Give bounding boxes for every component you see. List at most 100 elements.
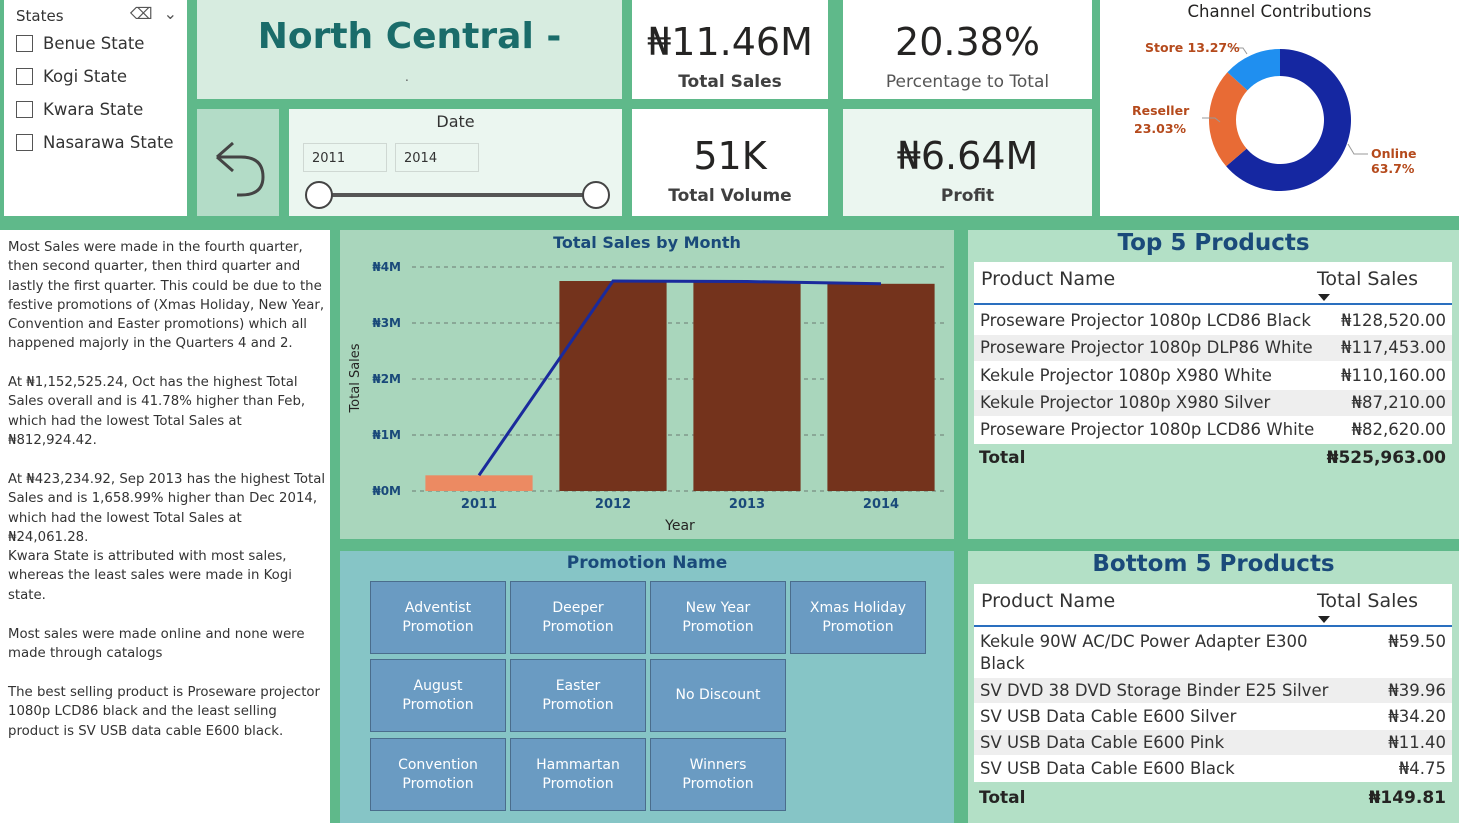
state-option-benue[interactable]: Benue State: [16, 34, 144, 53]
product-name: Kekule Projector 1080p X980 Silver: [980, 393, 1271, 412]
date-range-end-handle[interactable]: [582, 181, 610, 209]
bottom-products-table: Bottom 5 Products Product Name Total Sal…: [968, 551, 1459, 823]
product-name: SV USB Data Cable E600 Pink: [980, 733, 1225, 752]
table-row[interactable]: Kekule Projector 1080p X980 Silver ₦87,21…: [974, 390, 1452, 417]
kpi-label: Total Volume: [668, 186, 792, 206]
product-name: Proseware Projector 1080p DLP86 White: [980, 338, 1313, 357]
promo-button-xmas-holiday[interactable]: Xmas Holiday Promotion: [790, 581, 926, 654]
table-row[interactable]: Proseware Projector 1080p LCD86 Black ₦12…: [974, 308, 1452, 335]
donut-slice-store[interactable]: [1227, 49, 1280, 91]
table-row[interactable]: Kekule 90W AC/DC Power Adapter E300 Black…: [974, 630, 1452, 678]
column-header-total-sales[interactable]: Total Sales: [1317, 268, 1418, 290]
donut-slice-reseller[interactable]: [1209, 72, 1248, 167]
column-header-product-name[interactable]: Product Name: [981, 268, 1116, 290]
table-row[interactable]: SV DVD 38 DVD Storage Binder E25 Silver ₦…: [974, 678, 1452, 704]
kpi-value: 51K: [693, 134, 767, 178]
product-sales: ₦117,453.00: [1341, 338, 1446, 357]
table-row[interactable]: SV USB Data Cable E600 Pink ₦11.40: [974, 730, 1452, 756]
date-start-input[interactable]: 2011: [303, 143, 387, 172]
table-total-label: Total: [979, 448, 1026, 468]
table-row[interactable]: Kekule Projector 1080p X980 White ₦110,16…: [974, 362, 1452, 390]
online-slice-label: Online 63.7%: [1371, 146, 1417, 176]
checkbox[interactable]: [16, 68, 33, 85]
product-name: Proseware Projector 1080p LCD86 White: [980, 420, 1315, 439]
bar-2013[interactable]: [693, 281, 801, 491]
product-name: Kekule 90W AC/DC Power Adapter E300: [980, 632, 1308, 651]
bar-2012[interactable]: [559, 281, 667, 491]
table-total-label: Total: [979, 788, 1026, 808]
kpi-percentage-to-total: 20.38% Percentage to Total: [843, 0, 1092, 99]
store-slice-label: Store 13.27%: [1145, 40, 1240, 55]
reseller-slice-value: 23.03%: [1134, 121, 1187, 136]
y-tick-label: ₦0M: [372, 484, 401, 498]
checkbox[interactable]: [16, 134, 33, 151]
promo-button-winners[interactable]: Winners Promotion: [650, 738, 786, 811]
back-button[interactable]: [197, 109, 279, 216]
chevron-down-icon[interactable]: ⌄: [163, 4, 177, 23]
sales-trend-line[interactable]: [477, 279, 882, 477]
checkbox[interactable]: [16, 101, 33, 118]
sort-descending-icon[interactable]: [1318, 294, 1330, 301]
table-row[interactable]: Proseware Projector 1080p LCD86 White ₦82…: [974, 417, 1452, 444]
promo-button-no-discount[interactable]: No Discount: [650, 659, 786, 732]
leader-line-online: [1347, 143, 1368, 155]
date-range-track[interactable]: [319, 193, 596, 197]
x-axis-label: Year: [664, 518, 695, 534]
table-row[interactable]: Proseware Projector 1080p DLP86 White ₦11…: [974, 335, 1452, 362]
checkbox[interactable]: [16, 35, 33, 52]
total-sales-by-month-chart: Total Sales by Month Total Sales Year ₦0…: [340, 230, 954, 539]
promo-button-new-year[interactable]: New Year Promotion: [650, 581, 786, 654]
state-option-nasarawa[interactable]: Nasarawa State: [16, 133, 174, 152]
eraser-icon[interactable]: ⌫: [129, 4, 153, 23]
promo-button-convention[interactable]: Convention Promotion: [370, 738, 506, 811]
promo-button-hammartan[interactable]: Hammartan Promotion: [510, 738, 646, 811]
product-name: SV USB Data Cable E600 Black: [980, 759, 1235, 778]
sort-descending-icon[interactable]: [1318, 616, 1330, 623]
insight-paragraph: Most sales were made online and none wer…: [8, 627, 305, 662]
bar-2014[interactable]: [827, 283, 935, 491]
table-header: Product Name Total Sales: [974, 262, 1452, 305]
product-name: Proseware Projector 1080p LCD86 Black: [980, 311, 1311, 330]
promo-button-easter[interactable]: Easter Promotion: [510, 659, 646, 732]
promo-button-august[interactable]: August Promotion: [370, 659, 506, 732]
product-sales: ₦39.96: [1388, 681, 1446, 700]
date-range-start-handle[interactable]: [305, 181, 333, 209]
chart-title: Channel Contributions: [1187, 2, 1372, 21]
bar-2011[interactable]: [425, 475, 533, 491]
table-title: Bottom 5 Products: [1092, 551, 1335, 577]
leader-line-store: [1230, 47, 1248, 55]
column-header-product-name[interactable]: Product Name: [981, 590, 1116, 612]
insight-paragraph: At ₦423,234.92, Sep 2013 has the highest…: [8, 472, 326, 545]
kpi-total-volume: 51K Total Volume: [632, 109, 828, 216]
donut-slice-online[interactable]: [1226, 49, 1351, 191]
product-name: Kekule Projector 1080p X980 White: [980, 366, 1272, 385]
kpi-value: 20.38%: [895, 20, 1040, 64]
state-option-label: Nasarawa State: [43, 133, 174, 152]
column-header-total-sales[interactable]: Total Sales: [1317, 590, 1418, 612]
promo-button-adventist[interactable]: Adventist Promotion: [370, 581, 506, 654]
date-end-input[interactable]: 2014: [395, 143, 479, 172]
product-sales: ₦59.50: [1388, 632, 1446, 651]
state-option-kogi[interactable]: Kogi State: [16, 67, 127, 86]
kpi-label: Percentage to Total: [885, 72, 1050, 92]
product-sales: ₦11.40: [1388, 733, 1446, 752]
states-slicer-header: States: [16, 7, 64, 25]
kpi-value: ₦11.46M: [647, 20, 813, 64]
promo-button-deeper[interactable]: Deeper Promotion: [510, 581, 646, 654]
insight-paragraph: The best selling product is Proseware pr…: [8, 685, 321, 739]
x-tick-label: 2014: [863, 497, 899, 512]
promotion-slicer-title: Promotion Name: [566, 553, 728, 573]
table-row[interactable]: SV USB Data Cable E600 Silver ₦34.20: [974, 704, 1452, 730]
promotion-slicer: Promotion Name Adventist Promotion Deepe…: [340, 551, 954, 823]
product-sales: ₦87,210.00: [1351, 393, 1446, 412]
kpi-label: Profit: [940, 186, 995, 206]
state-option-kwara[interactable]: Kwara State: [16, 100, 143, 119]
table-row[interactable]: SV USB Data Cable E600 Black ₦4.75: [974, 756, 1452, 782]
kpi-total-sales: ₦11.46M Total Sales: [632, 0, 828, 99]
product-sales: ₦110,160.00: [1341, 366, 1446, 385]
table-total-value: ₦525,963.00: [1326, 448, 1446, 468]
donut-svg: [1202, 47, 1368, 191]
insight-paragraph: At ₦1,152,525.24, Oct has the highest To…: [8, 375, 306, 448]
y-tick-label: ₦1M: [372, 428, 401, 442]
product-name-continued: Black: [980, 654, 1025, 673]
